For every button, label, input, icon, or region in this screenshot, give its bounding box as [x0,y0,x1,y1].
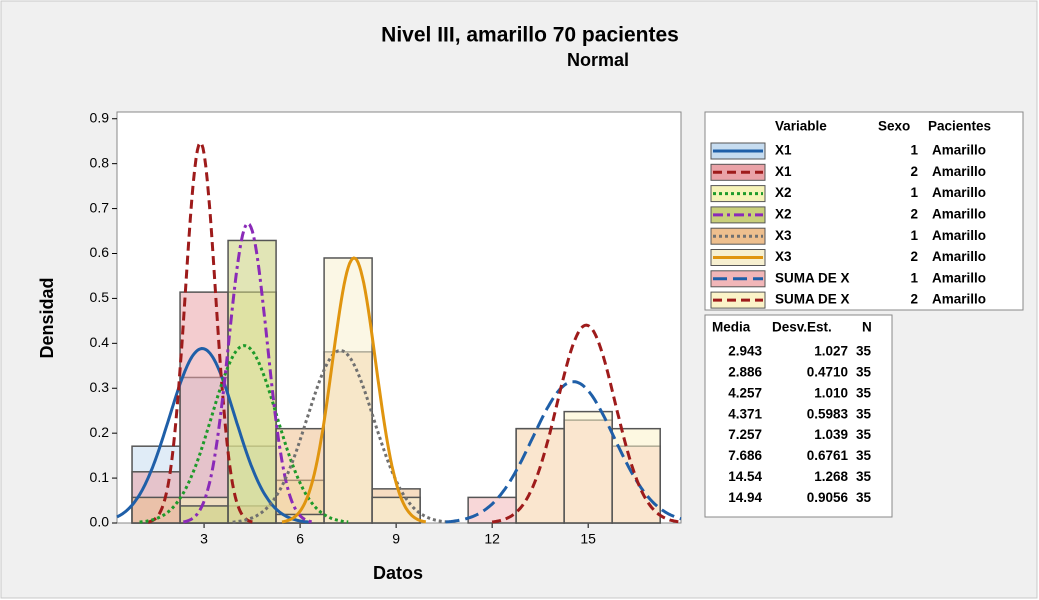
legend-pacientes: Amarillo [932,164,986,179]
legend-name: SUMA DE X [775,270,850,285]
hist-bar [371,496,421,524]
legend-header: Sexo [878,119,910,134]
x-tick-label: 12 [484,531,500,547]
y-tick-label: 0.5 [90,289,110,305]
legend-sexo: 1 [910,143,918,158]
legend-pacientes: Amarillo [932,185,986,200]
legend-swatch [710,291,766,309]
legend-sexo: 1 [910,228,918,243]
y-tick-label: 0.1 [90,469,110,485]
normal-curve [491,323,682,524]
legend-pacientes: Amarillo [932,249,986,264]
y-axis-label: Densidad [37,277,57,358]
stats-mean: 4.371 [728,406,762,421]
stats-n: 35 [856,364,872,379]
legend-name: X3 [775,249,792,264]
stats-mean: 14.94 [728,490,762,505]
chart-title: Nivel III, amarillo 70 pacientes [381,24,679,47]
y-tick-label: 0.0 [90,514,110,530]
x-tick-label: 3 [200,531,208,547]
stats-sd: 0.9056 [807,490,849,505]
stats-sd: 1.268 [814,469,848,484]
stats-n: 35 [856,406,872,421]
stats-n: 35 [856,427,872,442]
legend-swatch [710,163,766,181]
y-tick-label: 0.4 [90,334,110,350]
hist-bar [563,410,613,524]
legend-pacientes: Amarillo [932,206,986,221]
legend-sexo: 2 [910,249,918,264]
legend-sexo: 2 [910,292,918,307]
stats-mean: 7.257 [728,427,762,442]
stats-n: 35 [856,490,872,505]
stats-sd: 1.039 [814,427,848,442]
stats-sd: 0.4710 [807,364,848,379]
stats-mean: 7.686 [728,448,762,463]
x-tick-label: 9 [392,531,400,547]
y-tick-label: 0.6 [90,244,110,260]
y-tick-label: 0.3 [90,379,110,395]
legend-header: Pacientes [928,119,991,134]
legend-pacientes: Amarillo [932,270,986,285]
normal-curve [139,344,349,524]
stats-mean: 4.257 [728,385,762,400]
y-tick-label: 0.7 [90,199,110,215]
y-tick-label: 0.8 [90,154,110,170]
stats-sd: 0.5983 [807,406,849,421]
y-tick-label: 0.9 [90,109,110,125]
legend-name: X1 [775,143,792,158]
stats-header: N [862,320,872,335]
normal-curve [147,140,253,524]
chart-subtitle: Normal [567,50,629,70]
legend-pacientes: Amarillo [932,143,986,158]
stats-mean: 2.943 [728,344,762,359]
y-tick-label: 0.2 [90,424,110,440]
hist-bar [227,239,277,524]
stats-n: 35 [856,344,872,359]
stats-sd: 1.010 [814,385,848,400]
stats-box [704,314,893,518]
stats-n: 35 [856,448,872,463]
stats-mean: 2.886 [728,364,762,379]
hist-bar [515,427,565,524]
legend-sexo: 2 [910,206,918,221]
stats-n: 35 [856,385,872,400]
legend-sexo: 1 [910,185,918,200]
legend-name: X2 [775,185,792,200]
legend-header: Variable [775,119,827,134]
stats-header: Desv.Est. [772,320,832,335]
stats-sd: 1.027 [814,344,848,359]
legend-name: X2 [775,206,792,221]
x-tick-label: 15 [580,531,596,547]
legend-name: X3 [775,228,792,243]
legend-pacientes: Amarillo [932,228,986,243]
normal-curve [182,221,314,524]
x-axis-label: Datos [373,563,423,583]
stats-sd: 0.6761 [807,448,849,463]
hist-bar [467,496,517,524]
x-tick-label: 6 [296,531,304,547]
stats-header: Media [712,320,751,335]
legend-sexo: 2 [910,164,918,179]
stats-n: 35 [856,469,872,484]
normal-curve [281,256,427,524]
stats-mean: 14.54 [728,469,762,484]
hist-bar [323,257,373,524]
hist-bar [611,427,661,524]
normal-curve [116,346,310,524]
legend-name: SUMA DE X [775,292,850,307]
legend-pacientes: Amarillo [932,292,986,307]
legend-sexo: 1 [910,270,918,285]
normal-curve [445,380,682,524]
legend-name: X1 [775,164,792,179]
